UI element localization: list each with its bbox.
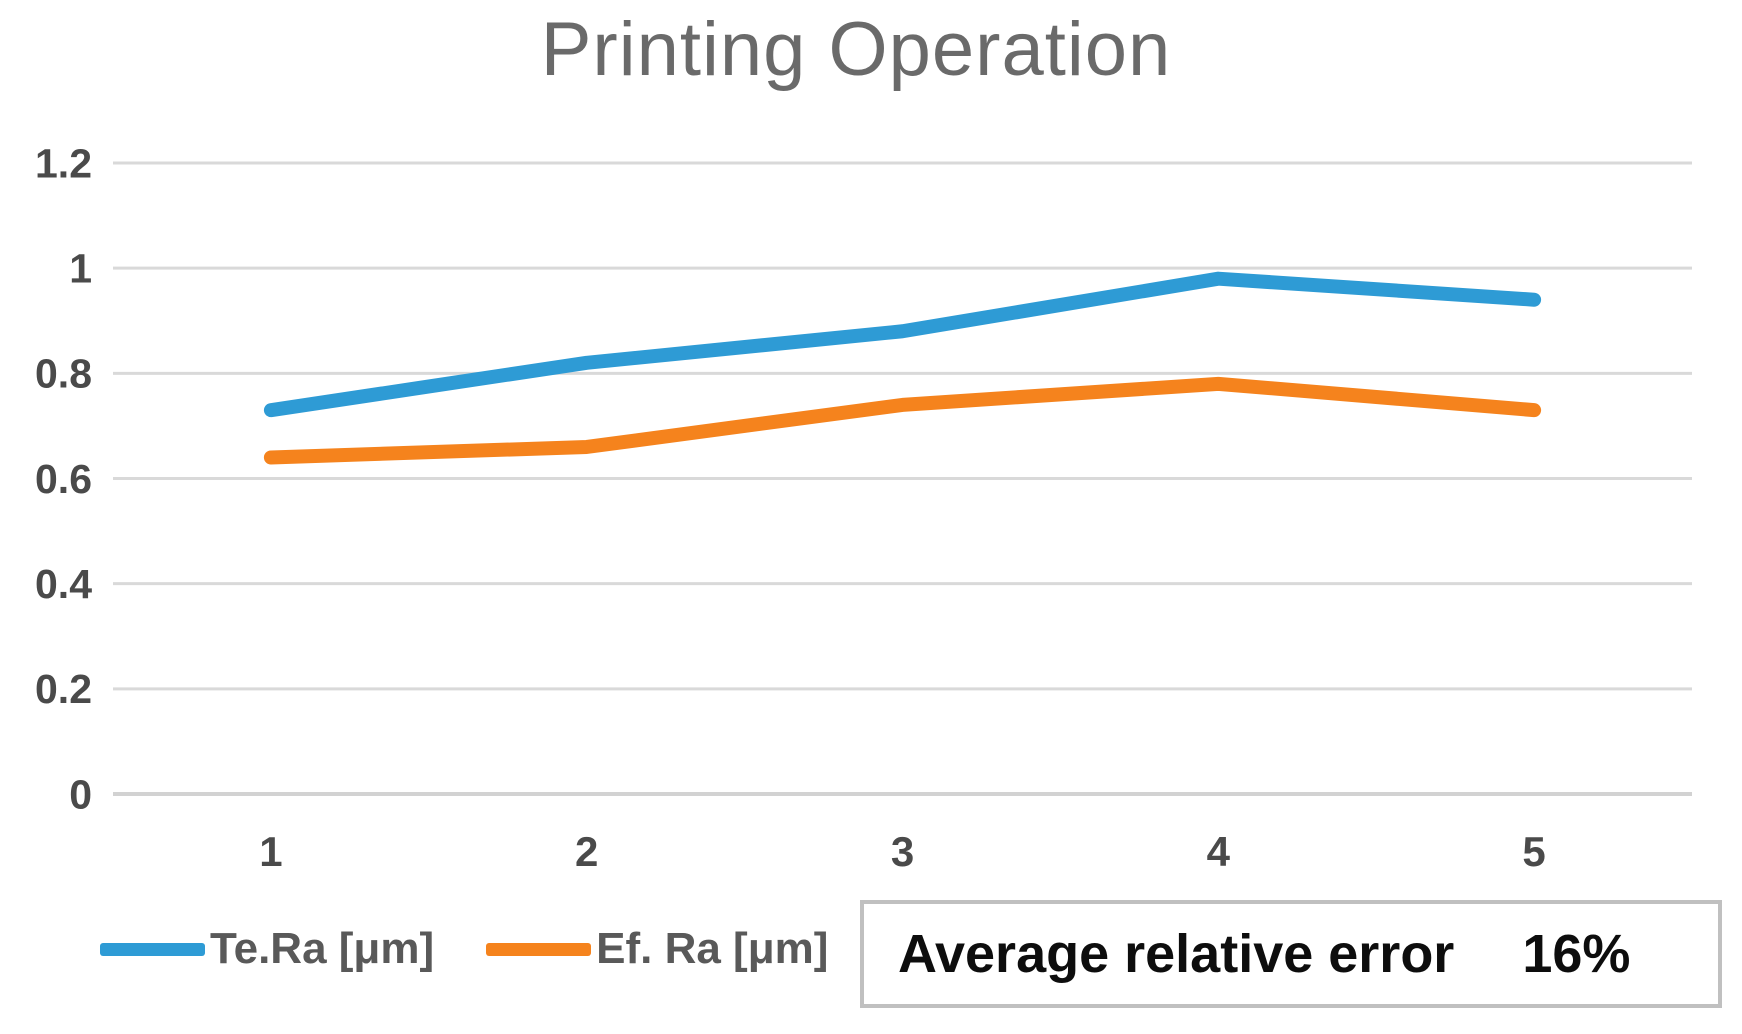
- y-tick-label: 0.8: [35, 351, 92, 397]
- chart-title: Printing Operation: [540, 7, 1172, 92]
- x-tick-label: 5: [1522, 828, 1545, 875]
- y-tick-label: 0.4: [35, 561, 92, 607]
- y-tick-label: 1: [69, 246, 92, 292]
- series-line: [263, 271, 1542, 418]
- x-tick-label: 1: [259, 828, 282, 875]
- y-tick-label: 1.2: [35, 140, 92, 186]
- legend-label: Ef. Ra [μm]: [596, 924, 829, 973]
- average-error-box: Average relative error 16%: [860, 900, 1722, 1008]
- average-error-label: Average relative error: [898, 924, 1455, 984]
- legend-item: Ef. Ra [μm]: [486, 924, 828, 974]
- series-line: [263, 376, 1542, 465]
- legend: Te.Ra [μm] Ef. Ra [μm]: [100, 924, 828, 974]
- x-tick-label: 3: [891, 828, 914, 875]
- legend-swatch-icon: [100, 942, 205, 956]
- x-tick-label: 2: [575, 828, 598, 875]
- average-error-value: 16%: [1522, 924, 1631, 984]
- legend-label: Te.Ra [μm]: [210, 924, 435, 973]
- x-tick-label: 4: [1207, 828, 1231, 875]
- y-tick-label: 0.2: [35, 666, 92, 712]
- legend-swatch-icon: [486, 942, 592, 956]
- y-tick-label: 0.6: [35, 456, 92, 502]
- legend-item: Te.Ra [μm]: [100, 924, 434, 974]
- y-tick-label: 0: [69, 771, 92, 817]
